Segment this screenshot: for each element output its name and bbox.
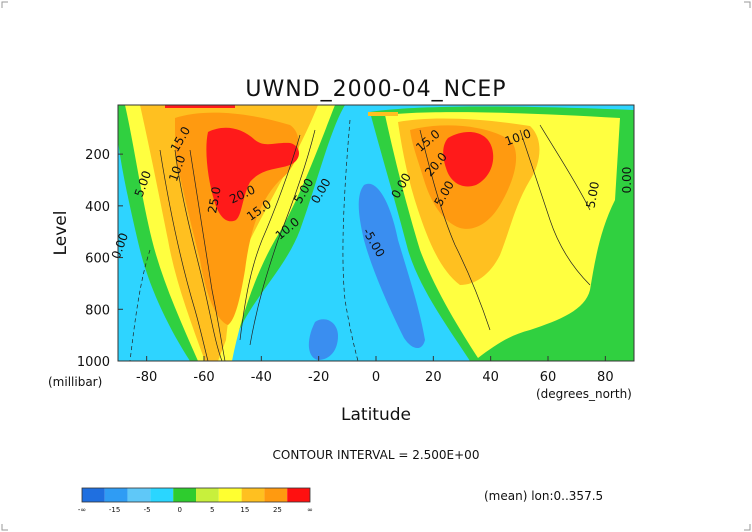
y-unit-label: (millibar) bbox=[48, 375, 102, 389]
colorbar-swatch bbox=[82, 488, 105, 502]
x-tick-label: 20 bbox=[425, 370, 442, 385]
x-tick-label: 0 bbox=[372, 370, 380, 385]
contour-label: 0.00 bbox=[620, 167, 634, 194]
contour-lines bbox=[159, 124, 591, 361]
x-axis: -80 -60 -40 -20 0 20 40 60 80 bbox=[136, 356, 614, 385]
plot-area bbox=[117, 104, 635, 362]
x-tick-label: -40 bbox=[251, 370, 272, 385]
field-south-negative-blob bbox=[308, 319, 338, 360]
colorbar-label: 15 bbox=[240, 506, 249, 514]
x-tick-label: 40 bbox=[482, 370, 499, 385]
colorbar-swatch bbox=[241, 488, 265, 502]
x-axis-label: Latitude bbox=[341, 405, 411, 425]
field-tropic-negative bbox=[358, 183, 425, 349]
y-axis-label: Level bbox=[51, 211, 71, 256]
colorbar-swatch bbox=[150, 488, 174, 502]
contour-label: 25.0 bbox=[205, 186, 223, 215]
y-tick-label: 800 bbox=[85, 303, 110, 318]
colorbar-swatch bbox=[264, 488, 288, 502]
chart-title: UWND_2000-04_NCEP bbox=[245, 77, 506, 102]
colorbar-label: 0 bbox=[177, 506, 181, 514]
y-axis: 1000 800 600 400 200 bbox=[77, 148, 123, 370]
contour-label: 5.00 bbox=[584, 180, 602, 209]
x-tick-label: 60 bbox=[540, 370, 557, 385]
footer-note: (mean) lon:0..357.5 bbox=[484, 489, 603, 503]
y-tick-label: 600 bbox=[85, 252, 110, 267]
field-top-strip-2 bbox=[368, 112, 398, 116]
contour-interval-text: CONTOUR INTERVAL = 2.500E+00 bbox=[273, 448, 480, 462]
colorbar-frame bbox=[81, 487, 311, 503]
y-tick-label: 1000 bbox=[77, 355, 110, 370]
colorbar-label: -15 bbox=[109, 506, 120, 514]
field-top-strip bbox=[165, 105, 235, 108]
colorbar-label: 25 bbox=[273, 506, 282, 514]
colorbar-swatch bbox=[127, 488, 151, 502]
x-tick-label: -60 bbox=[193, 370, 214, 385]
colorbar-swatch bbox=[173, 488, 196, 502]
x-unit-label: (degrees_north) bbox=[536, 387, 632, 401]
colorbar-swatch bbox=[104, 488, 128, 502]
x-tick-label: -80 bbox=[136, 370, 157, 385]
dashed-contours bbox=[129, 119, 359, 361]
colorbar-labels: -∞ -15 -5 0 5 15 25 ∞ bbox=[78, 506, 313, 514]
field-north-red bbox=[443, 132, 494, 187]
y-tick-label: 400 bbox=[85, 200, 110, 215]
field-south-red bbox=[206, 127, 299, 222]
colorbar-label: ∞ bbox=[307, 506, 313, 514]
colorbar-label: -5 bbox=[144, 506, 151, 514]
y-tick-label: 200 bbox=[85, 148, 110, 163]
x-tick-label: -20 bbox=[308, 370, 329, 385]
colorbar-swatch bbox=[287, 488, 310, 502]
x-tick-label: 80 bbox=[597, 370, 614, 385]
colorbar bbox=[81, 487, 311, 503]
colorbar-swatch bbox=[196, 488, 219, 502]
colorbar-label: 5 bbox=[210, 506, 214, 514]
colorbar-label: -∞ bbox=[78, 506, 86, 514]
colorbar-swatch bbox=[218, 488, 242, 502]
